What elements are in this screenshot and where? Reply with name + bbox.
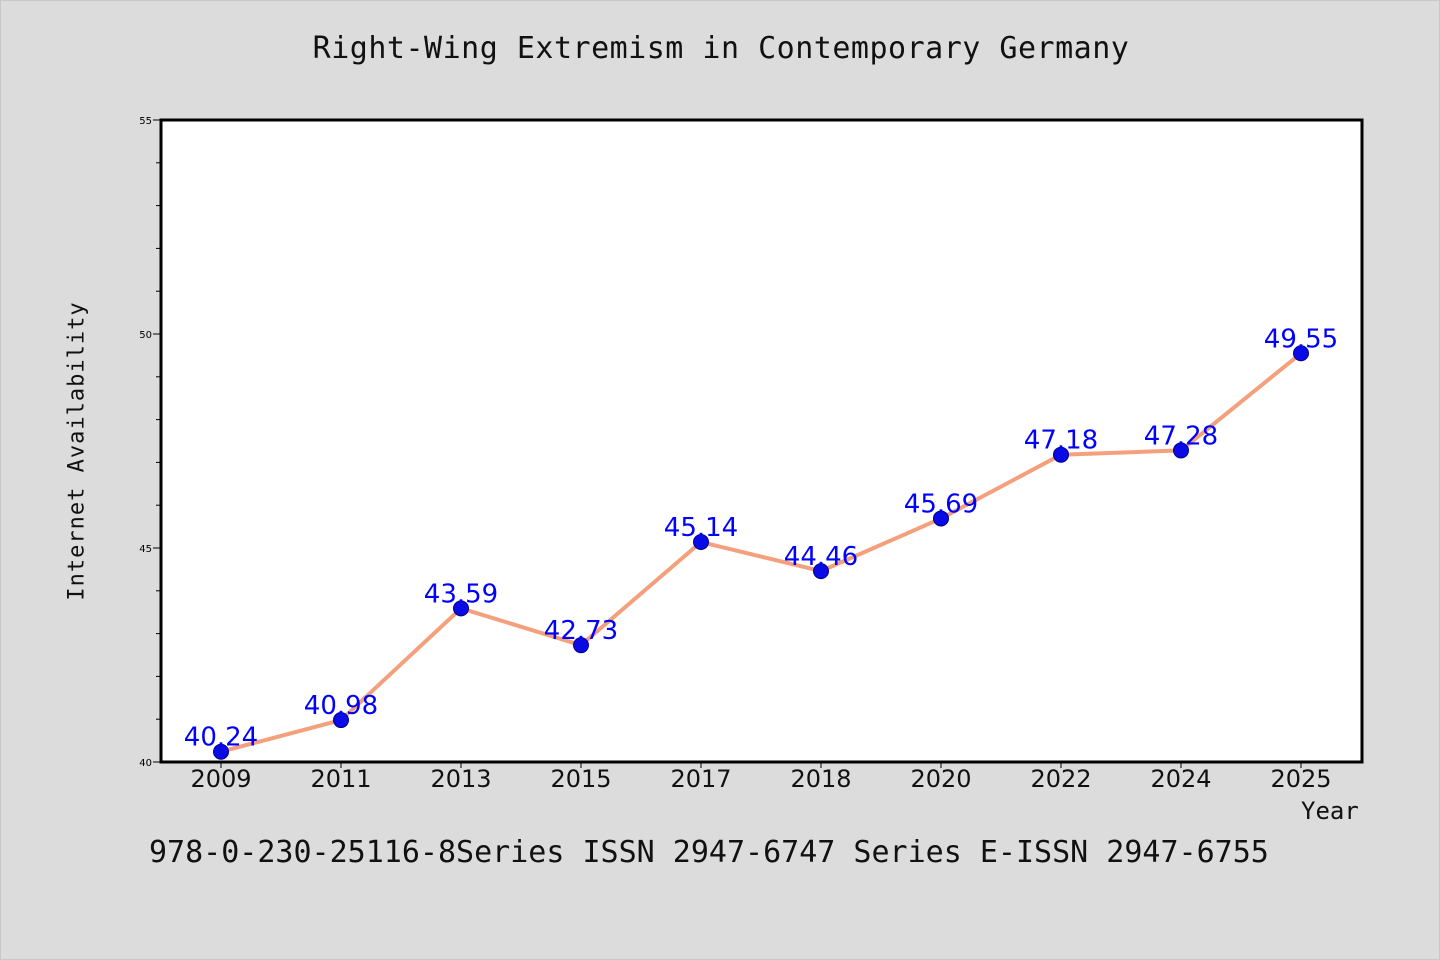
data-label: 42.73 (544, 616, 618, 646)
data-point (1293, 345, 1309, 362)
data-point (1173, 442, 1189, 459)
y-tick-label: 40 (139, 758, 152, 769)
data-point (333, 712, 349, 729)
data-point (933, 510, 949, 527)
x-tick-label: 2015 (550, 765, 611, 793)
plot-area (161, 120, 1362, 762)
data-label: 44.46 (784, 542, 858, 572)
data-point (213, 743, 229, 760)
x-tick-label: 2024 (1150, 765, 1211, 793)
y-tick-label: 50 (139, 330, 152, 341)
x-tick-label: 2022 (1030, 765, 1091, 793)
data-label: 45.14 (664, 513, 738, 543)
chart-title: Right-Wing Extremism in Contemporary Ger… (312, 31, 1130, 66)
data-point (693, 534, 709, 551)
x-tick-label: 2017 (670, 765, 731, 793)
data-point (573, 637, 589, 654)
x-tick-label: 2009 (190, 765, 251, 793)
data-point (453, 600, 469, 617)
x-axis-label: Year (1301, 797, 1359, 825)
x-tick-label: 2020 (910, 765, 971, 793)
data-label: 47.28 (1144, 421, 1218, 451)
x-tick-label: 2018 (790, 765, 851, 793)
y-tick-label: 45 (139, 544, 152, 555)
x-tick-label: 2025 (1270, 765, 1331, 793)
x-tick-label: 2011 (310, 765, 371, 793)
data-point (1053, 446, 1069, 463)
series-line (219, 351, 1303, 754)
data-label: 49.55 (1264, 324, 1338, 354)
data-label: 45.69 (904, 489, 978, 519)
data-label: 43.59 (424, 579, 498, 609)
footer-isbn-issn: 978-0-230-25116-8Series ISSN 2947-6747 S… (149, 835, 1269, 870)
y-tick-label: 55 (139, 116, 152, 127)
data-label: 47.18 (1024, 426, 1098, 456)
x-tick-label: 2013 (430, 765, 491, 793)
data-label: 40.24 (184, 723, 258, 753)
plot-frame (159, 118, 1364, 764)
data-point (813, 563, 829, 580)
data-label: 40.98 (304, 691, 378, 721)
